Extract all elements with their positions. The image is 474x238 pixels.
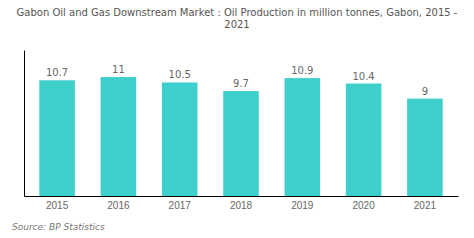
data-label: 9 xyxy=(422,86,428,97)
x-tick-label: 2018 xyxy=(230,200,253,211)
bar xyxy=(101,77,137,196)
x-tick: 2016 xyxy=(107,200,130,211)
y-axis-line xyxy=(24,51,25,197)
x-axis: 2015 2016 2017 2018 2019 2020 2021 xyxy=(25,197,459,212)
x-tick-label: 2020 xyxy=(352,200,375,211)
x-tick: 2019 xyxy=(291,200,314,211)
x-tick-label: 2021 xyxy=(414,200,437,211)
data-label: 10.9 xyxy=(291,65,313,76)
annotation: Source: BP Statistics xyxy=(12,222,105,232)
data-label: 10.7 xyxy=(46,67,68,78)
y-axis xyxy=(24,51,25,197)
bar xyxy=(346,84,382,196)
bar xyxy=(39,80,75,196)
x-tick: 2015 xyxy=(46,200,69,211)
data-label: 11 xyxy=(112,64,125,75)
plot: 10.71110.59.710.910.49201520162017201820… xyxy=(25,51,459,212)
x-tick-label: 2019 xyxy=(291,200,314,211)
x-tick: 2018 xyxy=(230,200,253,211)
x-tick: 2017 xyxy=(169,200,192,211)
bar xyxy=(407,99,443,196)
x-tick-label: 2015 xyxy=(46,200,69,211)
title: Gabon Oil and Gas Downstream Market : Oi… xyxy=(17,7,458,18)
data-label: 10.5 xyxy=(169,69,191,80)
x-tick-label: 2016 xyxy=(107,200,130,211)
x-tick: 2020 xyxy=(352,200,375,211)
bar xyxy=(162,82,198,196)
data-label: 9.7 xyxy=(233,78,249,89)
chart: Gabon Oil and Gas Downstream Market : Oi… xyxy=(0,0,474,238)
x-tick: 2021 xyxy=(414,200,437,211)
bar xyxy=(223,91,259,196)
x-axis-line xyxy=(25,196,459,197)
bar xyxy=(285,78,321,196)
x-tick-label: 2017 xyxy=(169,200,192,211)
data-label: 10.4 xyxy=(352,71,374,82)
title: 2021 xyxy=(224,19,249,30)
data-labels: 10.7 11 10.5 9.7 10.9 10.4 9 xyxy=(46,64,428,97)
bars xyxy=(39,77,442,196)
